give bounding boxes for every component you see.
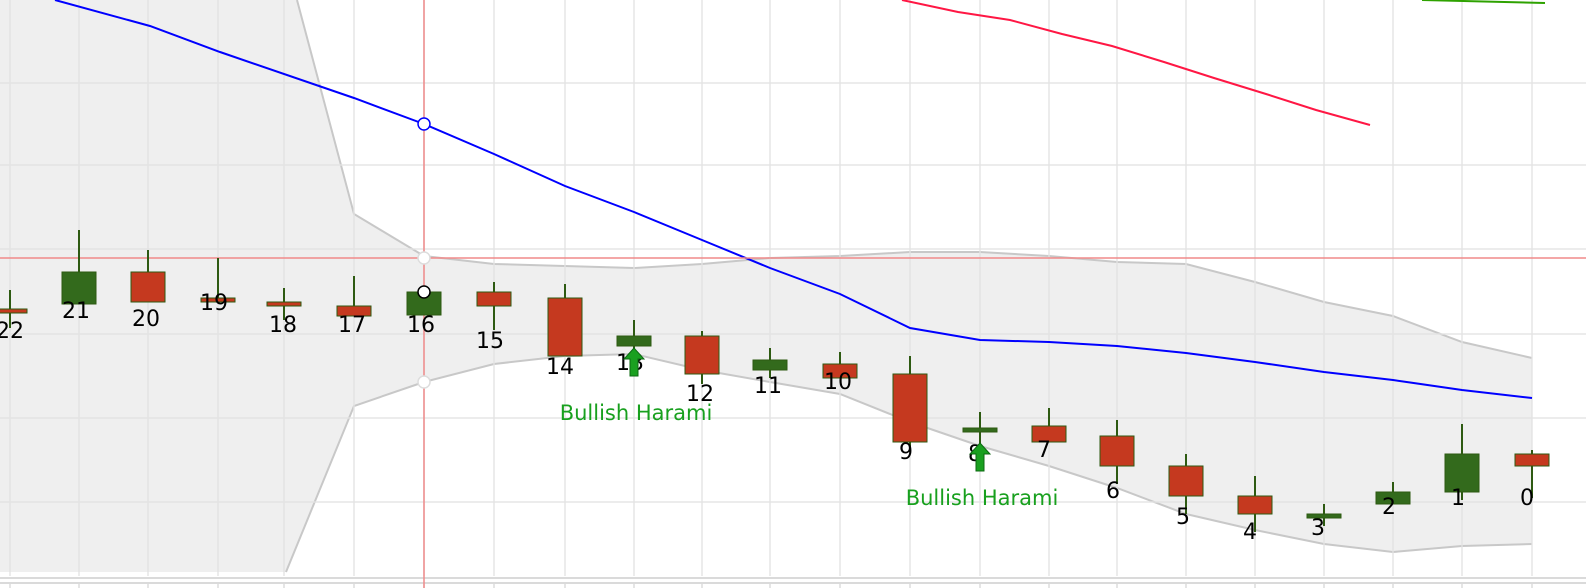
candle-body[interactable] — [547, 297, 583, 357]
up-arrow-icon — [968, 442, 992, 472]
candle-label: 17 — [338, 313, 366, 338]
candle-body[interactable] — [130, 271, 166, 303]
candle-body[interactable] — [1375, 491, 1411, 505]
candle-body[interactable] — [1306, 513, 1342, 519]
candle-21[interactable] — [61, 230, 97, 305]
candle-body[interactable] — [1237, 495, 1273, 515]
candle-body[interactable] — [752, 359, 788, 371]
candle-body[interactable] — [1168, 465, 1204, 497]
candle-label: 19 — [200, 291, 228, 316]
candle-11[interactable] — [752, 348, 788, 378]
candle-0[interactable] — [1514, 450, 1550, 498]
candle-5[interactable] — [1168, 454, 1204, 514]
x-axis-line — [0, 577, 1586, 588]
candle-20[interactable] — [130, 250, 166, 303]
pattern-annotations: Bullish Harami Bullish Harami — [560, 347, 1059, 510]
candle-3[interactable] — [1306, 504, 1342, 526]
candle-label: 20 — [132, 307, 160, 332]
candle-label: 18 — [269, 313, 297, 338]
candle-body[interactable] — [1444, 453, 1480, 493]
candle-12[interactable] — [684, 331, 720, 384]
candle-15[interactable] — [476, 282, 512, 330]
candle-body[interactable] — [476, 291, 512, 307]
pattern-label: Bullish Harami — [560, 401, 713, 425]
candle-body[interactable] — [1099, 435, 1135, 467]
candle-body[interactable] — [61, 271, 97, 305]
pattern-label: Bullish Harami — [906, 486, 1059, 510]
candle-label: 12 — [686, 382, 714, 407]
crosshair-marker — [417, 285, 431, 299]
candle-label: 1 — [1451, 486, 1465, 511]
candle-label: 7 — [1037, 438, 1051, 463]
candle-body[interactable] — [336, 305, 372, 317]
candle-label: 22 — [0, 319, 24, 344]
crosshair-marker — [417, 375, 431, 389]
indicator-lines — [54, 0, 1546, 399]
candle-label: 11 — [754, 374, 782, 399]
candle-10[interactable] — [822, 352, 858, 379]
candle-body[interactable] — [1031, 425, 1067, 443]
candle-9[interactable] — [892, 356, 928, 452]
candle-body[interactable] — [0, 308, 28, 314]
candle-index-labels: 222120191817161514131211109876543210 — [0, 291, 1534, 545]
candle-label: 4 — [1243, 520, 1257, 545]
bollinger-band — [0, 0, 1533, 573]
candle-7[interactable] — [1031, 408, 1067, 443]
candle-label: 15 — [476, 329, 504, 354]
candle-label: 0 — [1520, 486, 1534, 511]
candle-2[interactable] — [1375, 482, 1411, 505]
band-fill — [0, 0, 1532, 572]
candle-body[interactable] — [266, 301, 302, 307]
candle-label: 6 — [1106, 479, 1120, 504]
candle-label: 10 — [824, 370, 852, 395]
candle-13[interactable] — [616, 320, 652, 352]
moving-average-blue-line — [54, 0, 1533, 399]
candle-19[interactable] — [200, 258, 236, 303]
up-arrow-icon — [622, 347, 646, 377]
candle-label: 3 — [1311, 516, 1325, 541]
moving-average-green-line — [1421, 0, 1546, 4]
candle-body[interactable] — [1514, 453, 1550, 467]
candle-22[interactable] — [0, 290, 28, 328]
candle-body[interactable] — [822, 363, 858, 379]
candle-8[interactable] — [962, 412, 998, 446]
candles — [0, 230, 1550, 532]
candle-body[interactable] — [200, 297, 236, 303]
candle-4[interactable] — [1237, 476, 1273, 532]
candle-label: 21 — [62, 299, 90, 324]
crosshair-marker — [417, 117, 431, 131]
candle-label: 16 — [407, 313, 435, 338]
candle-body[interactable] — [962, 427, 998, 433]
candle-label: 5 — [1176, 505, 1190, 530]
moving-average-red-line — [901, 0, 1371, 126]
candle-label: 9 — [899, 440, 913, 465]
candle-label: 2 — [1382, 495, 1396, 520]
candle-label: 14 — [546, 355, 574, 380]
candle-18[interactable] — [266, 288, 302, 320]
candle-1[interactable] — [1444, 424, 1480, 500]
candle-14[interactable] — [547, 284, 583, 357]
candle-17[interactable] — [336, 276, 372, 317]
band-upper-line — [296, 0, 1533, 359]
crosshair-markers — [417, 117, 431, 389]
crosshair-marker — [417, 251, 431, 265]
candle-6[interactable] — [1099, 420, 1135, 484]
candle-body[interactable] — [892, 373, 928, 443]
candle-body[interactable] — [616, 335, 652, 347]
candle-body[interactable] — [684, 335, 720, 375]
